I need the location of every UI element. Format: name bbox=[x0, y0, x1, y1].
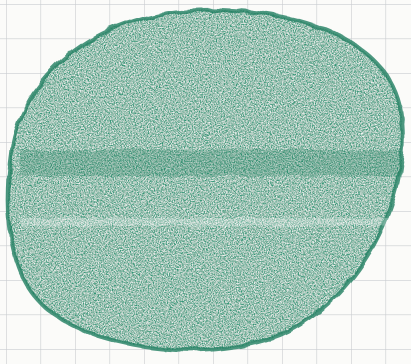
page: {} bbox=[0, 0, 411, 364]
photo bbox=[0, 0, 411, 364]
light-streak bbox=[20, 218, 390, 226]
dense-band bbox=[20, 150, 400, 176]
